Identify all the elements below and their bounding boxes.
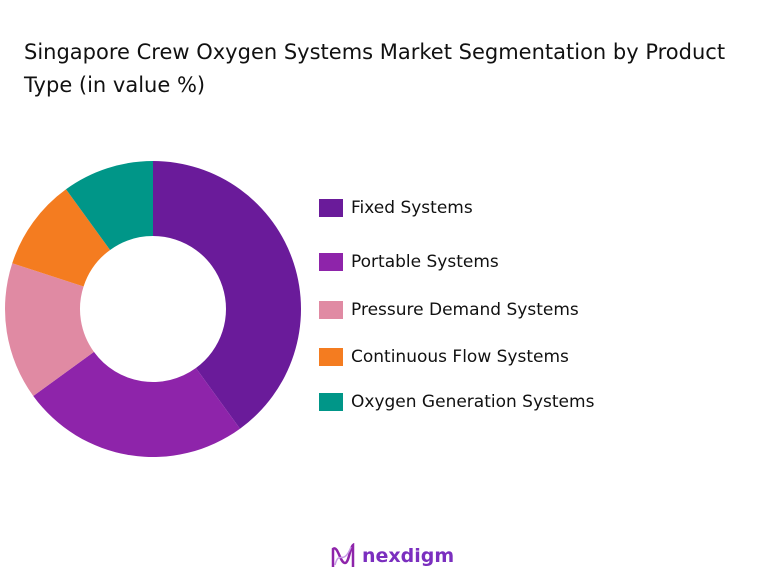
legend-swatch bbox=[319, 393, 343, 411]
nexdigm-wave-icon bbox=[331, 543, 355, 567]
donut-slice-oxygen-generation-systems bbox=[66, 161, 153, 250]
donut-chart bbox=[4, 161, 302, 457]
legend-item: Portable Systems bbox=[319, 252, 499, 272]
legend-label: Fixed Systems bbox=[351, 198, 473, 218]
legend-swatch bbox=[319, 199, 343, 217]
legend-label: Oxygen Generation Systems bbox=[351, 392, 595, 412]
legend-label: Continuous Flow Systems bbox=[351, 347, 569, 367]
legend-item: Oxygen Generation Systems bbox=[319, 392, 594, 412]
legend-swatch bbox=[319, 301, 343, 319]
legend-label: Portable Systems bbox=[351, 252, 499, 272]
chart-title: Singapore Crew Oxygen Systems Market Seg… bbox=[24, 40, 726, 97]
donut-slice-continuous-flow-systems bbox=[12, 189, 111, 287]
legend-label: Pressure Demand Systems bbox=[351, 300, 579, 320]
legend-item: Fixed Systems bbox=[319, 198, 473, 218]
legend-item: Pressure Demand Systems bbox=[319, 300, 579, 320]
donut-slice-portable-systems bbox=[33, 351, 240, 457]
legend-swatch bbox=[319, 253, 343, 271]
brand-name: nexdigm bbox=[362, 545, 455, 567]
donut-slice-fixed-systems bbox=[153, 161, 302, 429]
legend-swatch bbox=[319, 348, 343, 366]
nexdigm-logo: nexdigm bbox=[330, 543, 454, 569]
legend-item: Continuous Flow Systems bbox=[319, 347, 569, 367]
donut-slice-pressure-demand-systems bbox=[4, 263, 94, 396]
